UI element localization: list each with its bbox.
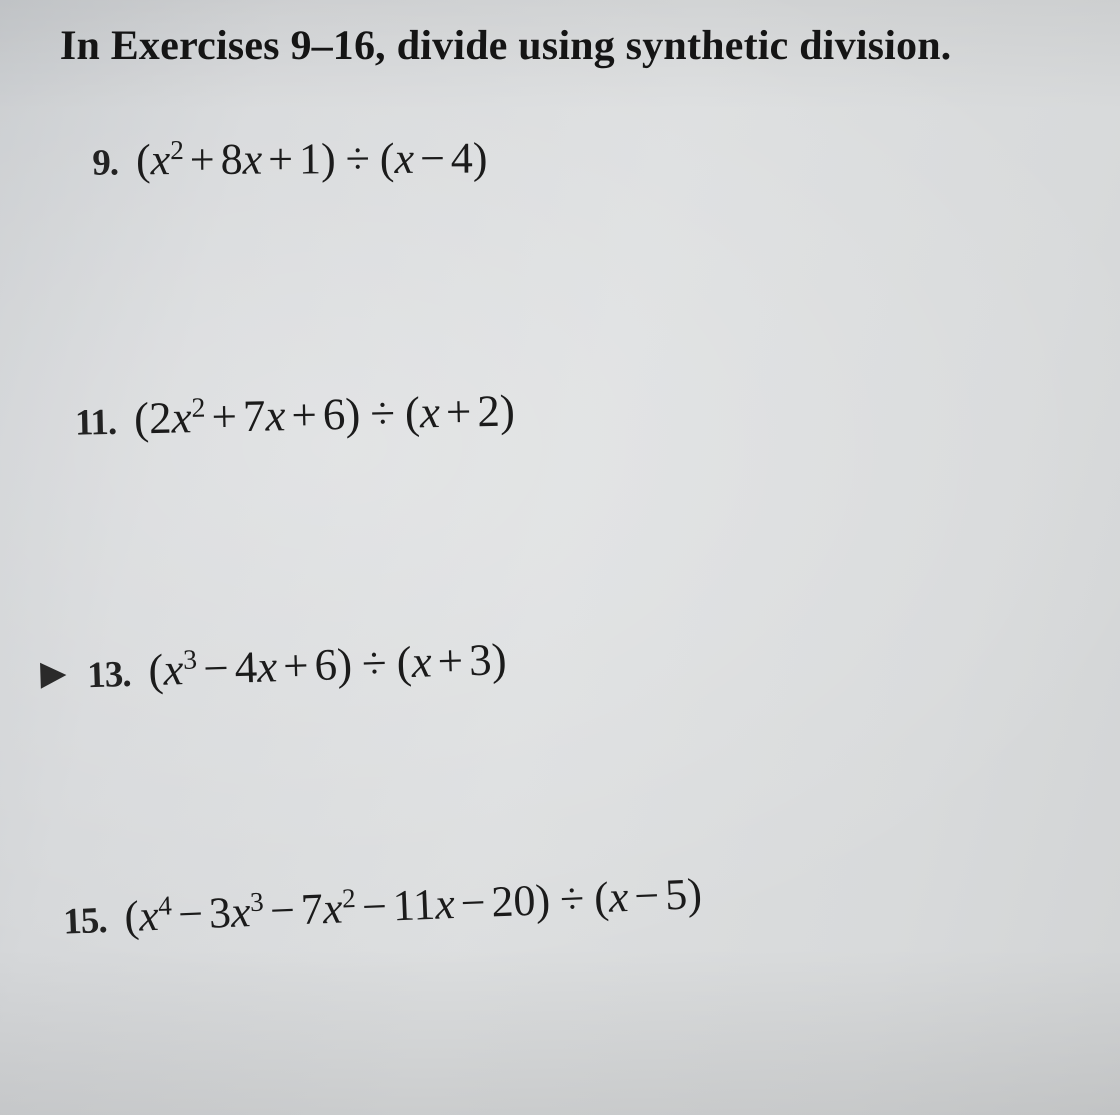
- exercise-number: 9.: [66, 141, 118, 184]
- exercise-expression: (x4−3x3−7x2−11x−20)÷(x−5): [123, 868, 702, 942]
- exercise-expression: (2x2+7x+6)÷(x+2): [134, 384, 516, 444]
- exercise-number: 11.: [64, 401, 117, 445]
- exercise-number: 13.: [78, 653, 131, 698]
- pointer-icon: ▶: [40, 653, 67, 694]
- worksheet-page: In Exercises 9–16, divide using syntheti…: [0, 0, 1120, 944]
- exercise-11: 11. (2x2+7x+6)÷(x+2): [64, 372, 1103, 446]
- exercise-expression: (x2+8x+1)÷(x−4): [136, 133, 488, 186]
- exercise-15: 15. (x4−3x3−7x2−11x−20)÷(x−5): [53, 852, 1102, 945]
- exercise-expression: (x3−4x+6)÷(x+3): [148, 633, 508, 696]
- exercise-13: ▶ 13. (x3−4x+6)÷(x+3): [39, 614, 1102, 699]
- section-heading: In Exercises 9–16, divide using syntheti…: [60, 22, 1103, 70]
- exercise-9: 9. (x2+8x+1)÷(x−4): [66, 129, 1102, 185]
- exercise-number: 15.: [54, 899, 108, 944]
